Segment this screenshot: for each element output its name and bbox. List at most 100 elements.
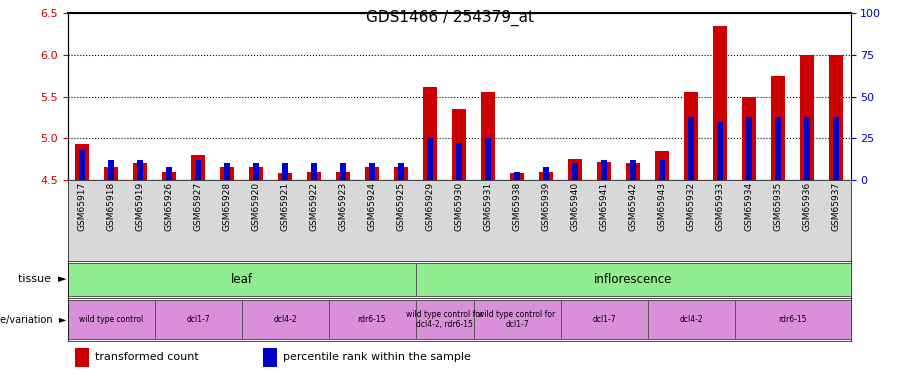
Text: rdr6-15: rdr6-15 <box>778 315 806 324</box>
Text: GSM65922: GSM65922 <box>310 182 319 231</box>
Text: dcl1-7: dcl1-7 <box>186 315 210 324</box>
Text: wild type control for
dcl4-2, rdr6-15: wild type control for dcl4-2, rdr6-15 <box>406 310 483 329</box>
Text: GSM65938: GSM65938 <box>512 182 521 231</box>
Bar <box>138 160 142 180</box>
Bar <box>684 92 698 180</box>
Bar <box>597 162 611 180</box>
Bar <box>369 164 374 180</box>
Bar <box>336 172 350 180</box>
Text: GSM65930: GSM65930 <box>454 182 464 231</box>
Bar <box>833 117 839 180</box>
Bar <box>254 164 258 180</box>
Bar <box>399 164 403 180</box>
Text: GSM65931: GSM65931 <box>483 182 492 231</box>
Bar <box>485 138 490 180</box>
Text: GSM65918: GSM65918 <box>106 182 115 231</box>
Text: leaf: leaf <box>230 273 253 286</box>
Bar <box>68 262 416 296</box>
Bar <box>746 117 751 180</box>
Text: GSM65921: GSM65921 <box>281 182 290 231</box>
Text: dcl4-2: dcl4-2 <box>274 315 297 324</box>
Bar <box>75 144 89 180</box>
Text: GSM65933: GSM65933 <box>716 182 724 231</box>
Bar <box>423 87 437 180</box>
Text: GSM65932: GSM65932 <box>687 182 696 231</box>
Bar <box>539 172 554 180</box>
Text: GSM65943: GSM65943 <box>658 182 667 231</box>
Text: wild type control: wild type control <box>79 315 143 324</box>
Bar <box>601 160 607 180</box>
Text: GSM65936: GSM65936 <box>803 182 812 231</box>
Bar <box>394 168 409 180</box>
Text: GSM65917: GSM65917 <box>77 182 86 231</box>
Text: GSM65928: GSM65928 <box>222 182 231 231</box>
Bar <box>770 76 785 180</box>
Bar <box>416 262 850 296</box>
Bar <box>340 164 346 180</box>
Bar <box>688 117 694 180</box>
Bar <box>734 300 850 339</box>
Bar <box>647 300 734 339</box>
Bar <box>456 143 462 180</box>
Bar <box>307 172 321 180</box>
Bar <box>195 160 201 180</box>
Text: GSM65935: GSM65935 <box>773 182 782 231</box>
Text: GSM65929: GSM65929 <box>426 182 435 231</box>
Bar <box>278 173 293 180</box>
Text: wild type control for
dcl1-7: wild type control for dcl1-7 <box>479 310 555 329</box>
Bar <box>717 122 723 180</box>
Bar <box>133 164 148 180</box>
Text: inflorescence: inflorescence <box>594 273 672 286</box>
Bar <box>805 117 810 180</box>
Bar <box>224 164 230 180</box>
Text: GSM65926: GSM65926 <box>165 182 174 231</box>
Text: genotype/variation  ►: genotype/variation ► <box>0 315 67 325</box>
Bar <box>263 348 277 367</box>
Text: GSM65939: GSM65939 <box>542 182 551 231</box>
Bar <box>416 300 473 339</box>
Bar <box>776 117 780 180</box>
Bar <box>713 26 727 180</box>
Bar <box>655 151 670 180</box>
Bar <box>742 97 756 180</box>
Bar <box>660 160 664 180</box>
Text: percentile rank within the sample: percentile rank within the sample <box>283 352 471 363</box>
Text: GSM65925: GSM65925 <box>397 182 406 231</box>
Bar <box>800 55 814 180</box>
Bar <box>68 300 155 339</box>
Bar <box>515 172 519 180</box>
Text: GSM65927: GSM65927 <box>194 182 202 231</box>
Bar <box>311 164 317 180</box>
Text: transformed count: transformed count <box>94 352 199 363</box>
Text: GSM65937: GSM65937 <box>832 182 841 231</box>
Bar <box>76 348 89 367</box>
Bar <box>561 300 647 339</box>
Text: GSM65934: GSM65934 <box>744 182 753 231</box>
Text: dcl1-7: dcl1-7 <box>592 315 616 324</box>
Text: dcl4-2: dcl4-2 <box>680 315 703 324</box>
Text: GDS1466 / 254379_at: GDS1466 / 254379_at <box>366 9 534 26</box>
Bar <box>241 300 328 339</box>
Bar <box>166 166 172 180</box>
Text: GSM65940: GSM65940 <box>571 182 580 231</box>
Bar <box>481 92 495 180</box>
Bar <box>248 168 263 180</box>
Bar <box>108 160 113 180</box>
Text: GSM65923: GSM65923 <box>338 182 347 231</box>
Bar <box>104 168 118 180</box>
Bar <box>509 173 524 180</box>
Bar <box>452 109 466 180</box>
Bar <box>568 159 582 180</box>
Bar <box>155 300 241 339</box>
Bar <box>283 164 288 180</box>
Bar <box>79 150 85 180</box>
Text: GSM65924: GSM65924 <box>367 182 376 231</box>
Bar <box>829 55 843 180</box>
Text: GSM65941: GSM65941 <box>599 182 608 231</box>
Bar <box>428 138 433 180</box>
Text: GSM65942: GSM65942 <box>628 182 637 231</box>
Text: GSM65920: GSM65920 <box>251 182 260 231</box>
Bar <box>191 155 205 180</box>
Text: tissue  ►: tissue ► <box>18 274 67 284</box>
Bar <box>544 166 549 180</box>
